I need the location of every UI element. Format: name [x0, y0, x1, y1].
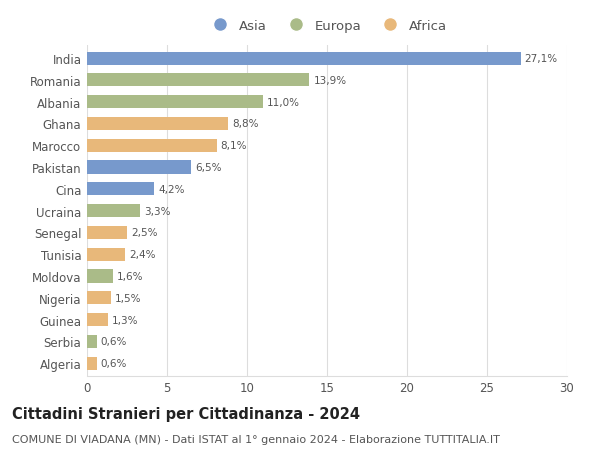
Bar — [87, 335, 97, 348]
Text: 11,0%: 11,0% — [267, 97, 300, 107]
Text: 8,8%: 8,8% — [232, 119, 259, 129]
Text: 27,1%: 27,1% — [524, 54, 558, 64]
Text: 3,3%: 3,3% — [144, 206, 170, 216]
Text: 4,2%: 4,2% — [158, 185, 185, 195]
Text: 6,5%: 6,5% — [195, 162, 221, 173]
Bar — [87, 161, 191, 174]
Bar — [87, 96, 263, 109]
Bar — [87, 226, 127, 240]
Text: COMUNE DI VIADANA (MN) - Dati ISTAT al 1° gennaio 2024 - Elaborazione TUTTITALIA: COMUNE DI VIADANA (MN) - Dati ISTAT al 1… — [12, 434, 500, 444]
Text: 1,6%: 1,6% — [116, 271, 143, 281]
Text: 0,6%: 0,6% — [101, 336, 127, 347]
Text: 1,3%: 1,3% — [112, 315, 139, 325]
Bar — [87, 74, 310, 87]
Text: 13,9%: 13,9% — [313, 76, 347, 86]
Text: 1,5%: 1,5% — [115, 293, 142, 303]
Text: Cittadini Stranieri per Cittadinanza - 2024: Cittadini Stranieri per Cittadinanza - 2… — [12, 406, 360, 421]
Bar — [87, 52, 521, 66]
Text: 8,1%: 8,1% — [221, 141, 247, 151]
Bar — [87, 270, 113, 283]
Legend: Asia, Europa, Africa: Asia, Europa, Africa — [207, 20, 447, 33]
Bar — [87, 183, 154, 196]
Bar — [87, 357, 97, 370]
Text: 2,4%: 2,4% — [130, 250, 156, 260]
Bar — [87, 205, 140, 218]
Text: 2,5%: 2,5% — [131, 228, 157, 238]
Bar — [87, 140, 217, 152]
Bar — [87, 118, 228, 131]
Bar — [87, 313, 108, 326]
Bar — [87, 248, 125, 261]
Bar — [87, 291, 111, 305]
Text: 0,6%: 0,6% — [101, 358, 127, 368]
